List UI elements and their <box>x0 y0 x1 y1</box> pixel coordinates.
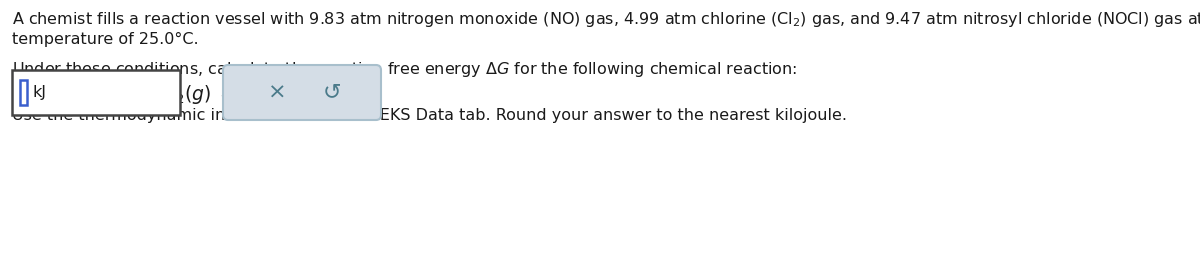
Text: Use the thermodynamic information in the ALEKS Data tab. Round your answer to th: Use the thermodynamic information in the… <box>12 108 847 123</box>
FancyBboxPatch shape <box>20 80 28 105</box>
Text: A chemist fills a reaction vessel with 9.83 atm nitrogen monoxide $\mathit{(}\ma: A chemist fills a reaction vessel with 9… <box>12 10 1200 29</box>
Text: ↺: ↺ <box>323 82 341 103</box>
FancyBboxPatch shape <box>12 70 180 115</box>
Text: kJ: kJ <box>32 85 46 100</box>
Text: 2NO$\mathit{(g)}$ + Cl$_2\mathit{(g)}$ $\rightleftharpoons$ 2NOCl$\mathit{(g)}$: 2NO$\mathit{(g)}$ + Cl$_2\mathit{(g)}$ $… <box>62 83 331 106</box>
Text: Under these conditions, calculate the reaction free energy $\Delta G$ for the fo: Under these conditions, calculate the re… <box>12 60 797 79</box>
FancyBboxPatch shape <box>223 65 382 120</box>
Text: temperature of 25.0°C.: temperature of 25.0°C. <box>12 32 199 47</box>
Text: ×: × <box>268 82 286 103</box>
